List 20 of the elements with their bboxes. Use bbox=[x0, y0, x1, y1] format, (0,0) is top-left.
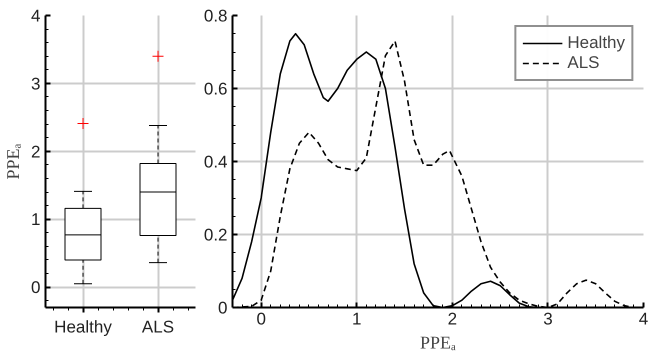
y-tick-label: 0.4 bbox=[204, 152, 228, 172]
y-tick-label: 1 bbox=[31, 210, 41, 230]
x-axis-title: PPEₐ bbox=[420, 332, 456, 352]
y-tick-label: 0.2 bbox=[204, 226, 228, 244]
legend-label: Healthy bbox=[567, 33, 625, 53]
y-tick-label: 4 bbox=[31, 6, 41, 26]
y-tick-label: 0.8 bbox=[204, 6, 228, 26]
x-tick-label: 1 bbox=[352, 310, 362, 328]
x-tick-label: 2 bbox=[448, 310, 458, 328]
y-axis-title: PPEₐ bbox=[3, 143, 24, 180]
y-tick-label: 0.6 bbox=[204, 80, 228, 98]
legend-label: ALS bbox=[567, 53, 600, 73]
x-tick-label: 4 bbox=[638, 310, 648, 328]
x-tick-label: 3 bbox=[543, 310, 553, 328]
x-tick-label: ALS bbox=[142, 318, 174, 336]
y-tick-label: 0 bbox=[31, 278, 41, 298]
y-tick-label: 3 bbox=[31, 74, 41, 94]
x-tick-label: 0 bbox=[256, 310, 266, 328]
y-tick-label: 2 bbox=[31, 142, 41, 162]
x-tick-label: Healthy bbox=[54, 318, 112, 336]
